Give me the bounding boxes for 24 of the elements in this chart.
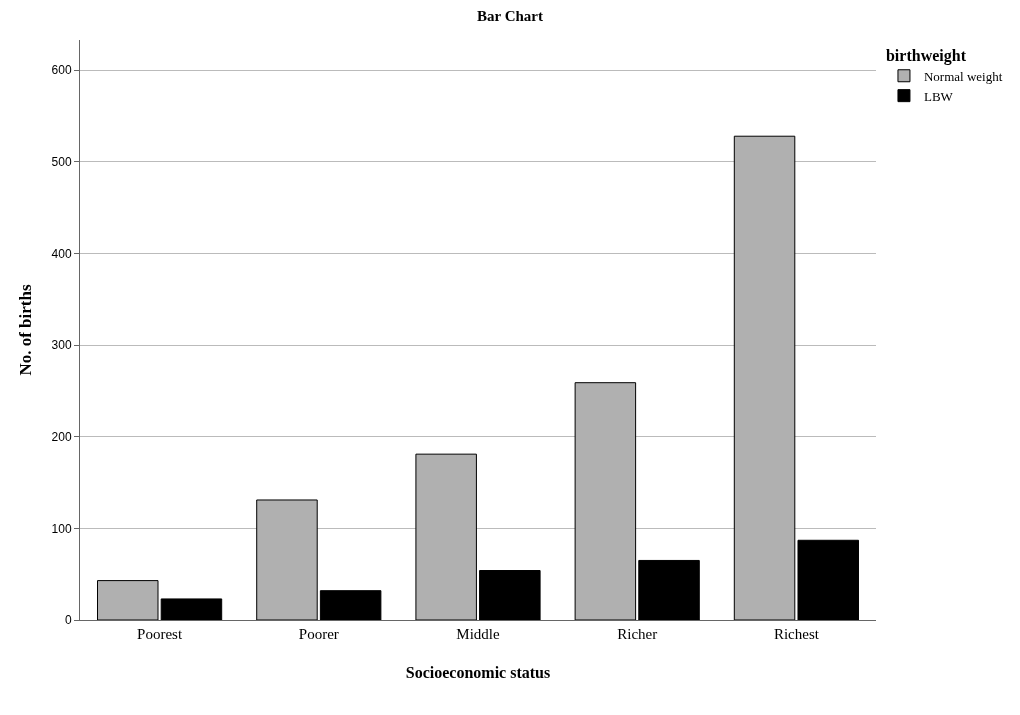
- x-tick-label: Richest: [773, 626, 820, 642]
- bar: [160, 598, 223, 620]
- y-tick-label: 600: [51, 63, 72, 78]
- y-tick-label: 200: [51, 429, 72, 444]
- bar: [97, 580, 159, 620]
- x-tick-label: Poorest: [137, 626, 183, 642]
- y-axis-title: No. of births: [16, 284, 36, 376]
- legend-label: Normal weight: [923, 68, 1003, 84]
- bar: [479, 570, 541, 620]
- x-tick-label: Middle: [456, 626, 500, 642]
- x-tick-label: Richer: [617, 626, 658, 642]
- legend-title: birthweight: [885, 46, 967, 65]
- y-tick-label: 100: [51, 521, 72, 536]
- chart-title: Bar Chart: [477, 8, 543, 25]
- bar: [319, 590, 382, 620]
- bar: [638, 559, 700, 620]
- bar: [797, 539, 859, 620]
- x-axis-title: Socioeconomic status: [405, 663, 551, 681]
- legend-label: LBW: [923, 88, 954, 104]
- y-tick-label: 300: [51, 338, 72, 353]
- x-tick-label: Poorer: [298, 626, 339, 642]
- y-tick-label: 500: [51, 155, 72, 170]
- y-tick-label: 400: [51, 246, 72, 261]
- y-tick-label: 0: [64, 613, 72, 628]
